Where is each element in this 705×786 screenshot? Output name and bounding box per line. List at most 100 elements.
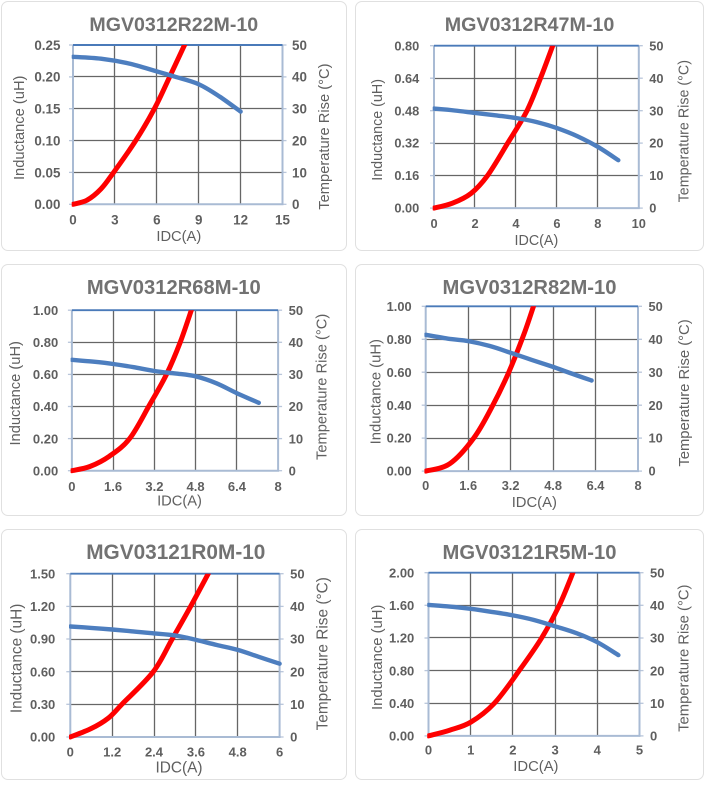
svg-text:0.60: 0.60 bbox=[387, 365, 412, 380]
svg-text:50: 50 bbox=[290, 566, 304, 581]
svg-text:50: 50 bbox=[289, 303, 303, 318]
svg-text:0.00: 0.00 bbox=[387, 464, 412, 479]
svg-text:0.40: 0.40 bbox=[389, 696, 414, 711]
svg-text:0.40: 0.40 bbox=[387, 398, 412, 413]
svg-text:0: 0 bbox=[649, 201, 656, 216]
svg-text:9: 9 bbox=[195, 212, 202, 227]
svg-text:30: 30 bbox=[289, 367, 303, 382]
svg-text:Temperature Rise (°C): Temperature Rise (°C) bbox=[315, 314, 331, 460]
svg-text:6: 6 bbox=[553, 216, 560, 231]
svg-text:0.80: 0.80 bbox=[389, 663, 414, 678]
svg-text:MGV0312R82M-10: MGV0312R82M-10 bbox=[443, 277, 617, 299]
svg-text:Inductance (uH): Inductance (uH) bbox=[9, 604, 26, 714]
svg-text:40: 40 bbox=[289, 335, 303, 350]
svg-text:20: 20 bbox=[649, 398, 663, 413]
svg-text:0: 0 bbox=[425, 742, 432, 757]
svg-text:3: 3 bbox=[111, 212, 118, 227]
svg-text:4: 4 bbox=[594, 742, 602, 757]
svg-text:50: 50 bbox=[650, 565, 664, 580]
svg-text:0: 0 bbox=[292, 197, 299, 212]
svg-text:1.6: 1.6 bbox=[104, 479, 122, 494]
svg-text:0.20: 0.20 bbox=[33, 431, 58, 446]
svg-text:10: 10 bbox=[292, 165, 307, 180]
svg-text:3: 3 bbox=[551, 742, 558, 757]
svg-text:10: 10 bbox=[649, 168, 663, 183]
svg-text:20: 20 bbox=[290, 664, 304, 679]
svg-text:Inductance (uH): Inductance (uH) bbox=[369, 339, 385, 444]
svg-text:0.20: 0.20 bbox=[34, 70, 60, 85]
svg-text:1.2: 1.2 bbox=[103, 744, 121, 759]
svg-text:3.6: 3.6 bbox=[187, 744, 205, 759]
svg-text:1.00: 1.00 bbox=[33, 303, 58, 318]
svg-text:0.80: 0.80 bbox=[394, 38, 419, 53]
svg-text:0: 0 bbox=[422, 478, 429, 493]
svg-text:4: 4 bbox=[512, 216, 520, 231]
svg-text:1: 1 bbox=[467, 742, 474, 757]
svg-text:0.40: 0.40 bbox=[33, 399, 58, 414]
svg-text:0.00: 0.00 bbox=[30, 730, 55, 745]
svg-text:MGV03121R5M-10: MGV03121R5M-10 bbox=[443, 542, 617, 564]
svg-text:0.00: 0.00 bbox=[34, 197, 60, 212]
svg-text:IDC(A): IDC(A) bbox=[156, 229, 201, 245]
svg-text:0.00: 0.00 bbox=[394, 201, 419, 216]
svg-text:30: 30 bbox=[649, 103, 663, 118]
svg-text:8: 8 bbox=[594, 216, 601, 231]
svg-text:0.10: 0.10 bbox=[34, 133, 60, 148]
svg-text:IDC(A): IDC(A) bbox=[513, 759, 558, 775]
svg-text:0: 0 bbox=[67, 744, 74, 759]
svg-text:0: 0 bbox=[290, 730, 297, 745]
svg-text:0.32: 0.32 bbox=[394, 136, 419, 151]
svg-text:6: 6 bbox=[153, 212, 160, 227]
svg-text:3.2: 3.2 bbox=[145, 479, 163, 494]
svg-text:2: 2 bbox=[471, 216, 478, 231]
svg-text:Inductance (uH): Inductance (uH) bbox=[370, 605, 386, 710]
svg-text:4.8: 4.8 bbox=[229, 744, 247, 759]
svg-text:0.00: 0.00 bbox=[33, 463, 58, 478]
svg-text:2.4: 2.4 bbox=[145, 744, 164, 759]
svg-text:0.90: 0.90 bbox=[30, 632, 55, 647]
svg-text:0.60: 0.60 bbox=[30, 664, 55, 679]
svg-text:0.60: 0.60 bbox=[33, 367, 58, 382]
svg-text:10: 10 bbox=[289, 431, 303, 446]
svg-text:30: 30 bbox=[649, 365, 663, 380]
svg-text:IDC(A): IDC(A) bbox=[157, 494, 202, 510]
svg-text:1.6: 1.6 bbox=[459, 478, 477, 493]
svg-text:5: 5 bbox=[636, 742, 643, 757]
svg-text:3.2: 3.2 bbox=[502, 478, 520, 493]
svg-text:0.16: 0.16 bbox=[394, 168, 419, 183]
svg-text:Temperature Rise (°C): Temperature Rise (°C) bbox=[676, 584, 692, 731]
svg-text:10: 10 bbox=[650, 696, 664, 711]
svg-text:1.20: 1.20 bbox=[30, 599, 55, 614]
svg-text:10: 10 bbox=[290, 697, 304, 712]
svg-text:8: 8 bbox=[274, 479, 281, 494]
svg-text:0.25: 0.25 bbox=[34, 38, 61, 53]
svg-text:50: 50 bbox=[649, 38, 663, 53]
svg-text:30: 30 bbox=[650, 631, 664, 646]
svg-text:Temperature Rise (°C): Temperature Rise (°C) bbox=[677, 319, 693, 466]
svg-text:1.00: 1.00 bbox=[387, 299, 412, 314]
svg-text:0: 0 bbox=[650, 729, 657, 744]
svg-text:Temperature Rise (°C): Temperature Rise (°C) bbox=[317, 63, 333, 209]
svg-text:0: 0 bbox=[69, 212, 76, 227]
svg-text:0.20: 0.20 bbox=[387, 431, 412, 446]
svg-text:2: 2 bbox=[509, 742, 516, 757]
svg-text:15: 15 bbox=[275, 212, 290, 227]
svg-text:Temperature Rise (°C): Temperature Rise (°C) bbox=[677, 60, 693, 202]
svg-text:Inductance (uH): Inductance (uH) bbox=[8, 341, 24, 446]
svg-text:MGV0312R22M-10: MGV0312R22M-10 bbox=[89, 14, 258, 36]
svg-text:2.00: 2.00 bbox=[389, 565, 414, 580]
svg-text:20: 20 bbox=[650, 663, 664, 678]
svg-text:40: 40 bbox=[649, 332, 663, 347]
svg-text:IDC(A): IDC(A) bbox=[512, 495, 557, 511]
svg-text:Inductance (uH): Inductance (uH) bbox=[370, 79, 386, 181]
svg-text:20: 20 bbox=[289, 399, 303, 414]
svg-text:1.50: 1.50 bbox=[30, 566, 55, 581]
svg-text:IDC(A): IDC(A) bbox=[155, 760, 202, 777]
svg-text:Temperature Rise (°C): Temperature Rise (°C) bbox=[315, 577, 332, 730]
svg-text:40: 40 bbox=[650, 598, 664, 613]
svg-text:0.30: 0.30 bbox=[30, 697, 55, 712]
svg-text:0: 0 bbox=[289, 463, 296, 478]
svg-text:0.00: 0.00 bbox=[389, 729, 414, 744]
svg-text:0: 0 bbox=[649, 464, 656, 479]
svg-text:0.05: 0.05 bbox=[34, 165, 61, 180]
